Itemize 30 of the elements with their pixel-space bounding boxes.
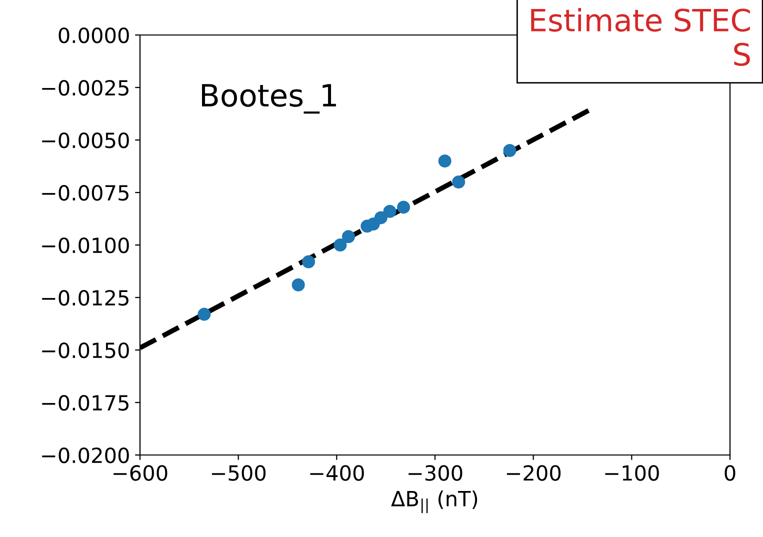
point [438, 154, 452, 168]
y-tick-label: −0.0075 [42, 184, 128, 201]
point [198, 308, 211, 321]
x-tick-label: −400 [310, 465, 364, 481]
point [302, 255, 316, 268]
x-tick-label: −100 [605, 465, 659, 481]
x-tick-label: −600 [114, 465, 168, 481]
point [383, 204, 396, 218]
point [397, 200, 410, 214]
x-tick-label: −500 [212, 465, 266, 481]
point [503, 144, 516, 158]
y-tick-label: −0.0100 [42, 237, 129, 254]
y-tick-label: −0.0200 [42, 447, 129, 464]
x-tick-label: −200 [506, 465, 561, 481]
x-tick-label: −300 [408, 465, 462, 481]
point [452, 175, 466, 189]
y-tick-label: −0.0050 [42, 132, 129, 148]
point [292, 278, 305, 292]
annotation: Bootes_1 [202, 84, 336, 114]
point [334, 238, 347, 252]
y-tick-label: −0.0125 [42, 290, 128, 306]
point [374, 211, 388, 224]
y-tick-label: −0.0150 [42, 342, 129, 358]
annotation: Estimate STEC S [531, 8, 750, 66]
y-tick-label: 0.0000 [58, 27, 129, 44]
x-axis-title: ΔB$_{||}$ (nT) [391, 490, 478, 514]
x-tick-label: 0 [724, 465, 736, 481]
point [342, 230, 355, 244]
y-tick-label: −0.0175 [42, 394, 128, 411]
y-tick-label: −0.0025 [42, 80, 128, 96]
